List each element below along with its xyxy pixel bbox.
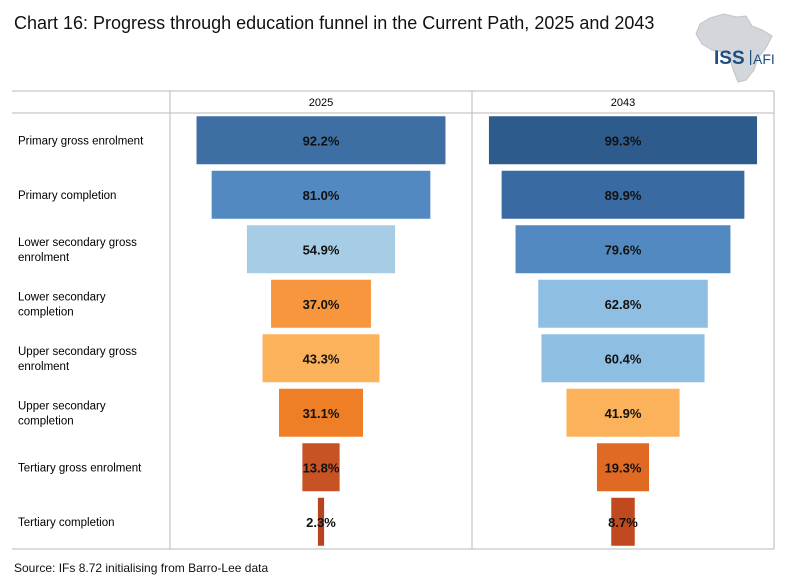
- bar-value-label-2043: 99.3%: [605, 133, 642, 148]
- source-note: Source: IFs 8.72 initialising from Barro…: [14, 561, 269, 575]
- column-header-2043: 2043: [611, 97, 635, 109]
- africa-map-icon: ISS AFI: [695, 13, 775, 83]
- bar-value-label-2043: 41.9%: [605, 406, 642, 421]
- funnel-bar-2043: [596, 443, 650, 492]
- chart-title: Chart 16: Progress through education fun…: [14, 13, 655, 33]
- funnel-bar-2043: [541, 334, 705, 383]
- funnel-bar-2043: [538, 279, 708, 328]
- row-label: Upper secondary completion: [18, 400, 106, 427]
- bar-value-label-2043: 79.6%: [605, 242, 642, 257]
- bar-value-label-2043: 60.4%: [605, 351, 642, 366]
- funnel-bar-2043: [566, 388, 680, 437]
- funnel-bar-2043: [488, 116, 758, 165]
- bar-value-label-2043: 62.8%: [605, 297, 642, 312]
- bar-value-label-2025: 92.2%: [303, 133, 340, 148]
- row-label: Tertiary completion: [18, 517, 115, 529]
- bar-value-label-2025: 54.9%: [303, 242, 340, 257]
- funnel-bar-2025: [246, 225, 396, 274]
- column-header-2025: 2025: [309, 97, 333, 109]
- bar-value-label-2025: 37.0%: [303, 297, 340, 312]
- bar-value-label-2043: 19.3%: [605, 460, 642, 475]
- funnel-bar-2043: [611, 497, 635, 546]
- logo-text-iss: ISS: [714, 48, 745, 69]
- funnel-bar-2025: [211, 170, 431, 219]
- funnel-bar-2043: [501, 170, 745, 219]
- funnel-bar-2025: [196, 116, 446, 165]
- funnel-bar-2025: [262, 334, 380, 383]
- funnel-bar-2025: [302, 443, 340, 492]
- bar-value-label-2043: 8.7%: [608, 515, 638, 530]
- row-label: Primary gross enrolment: [18, 135, 144, 147]
- funnel-bar-2025: [271, 279, 371, 328]
- bar-value-label-2025: 43.3%: [303, 351, 340, 366]
- row-label: Lower secondary completion: [18, 291, 106, 318]
- bar-value-label-2025: 81.0%: [303, 188, 340, 203]
- bar-value-label-2025: 2.3%: [306, 515, 336, 530]
- bar-value-label-2043: 89.9%: [605, 188, 642, 203]
- bar-value-label-2025: 13.8%: [303, 460, 340, 475]
- logo-text-afi: AFI: [753, 51, 775, 67]
- funnel-bar-2043: [515, 225, 731, 274]
- row-label: Lower secondary gross enrolment: [18, 237, 137, 264]
- iss-afi-logo: ISS AFI: [688, 12, 776, 84]
- funnel-bar-2025: [279, 388, 363, 437]
- row-label: Upper secondary gross enrolment: [18, 346, 137, 373]
- funnel-bar-2025: [317, 497, 325, 546]
- row-label: Primary completion: [18, 190, 116, 202]
- bar-value-label-2025: 31.1%: [303, 406, 340, 421]
- row-label: Tertiary gross enrolment: [18, 462, 142, 474]
